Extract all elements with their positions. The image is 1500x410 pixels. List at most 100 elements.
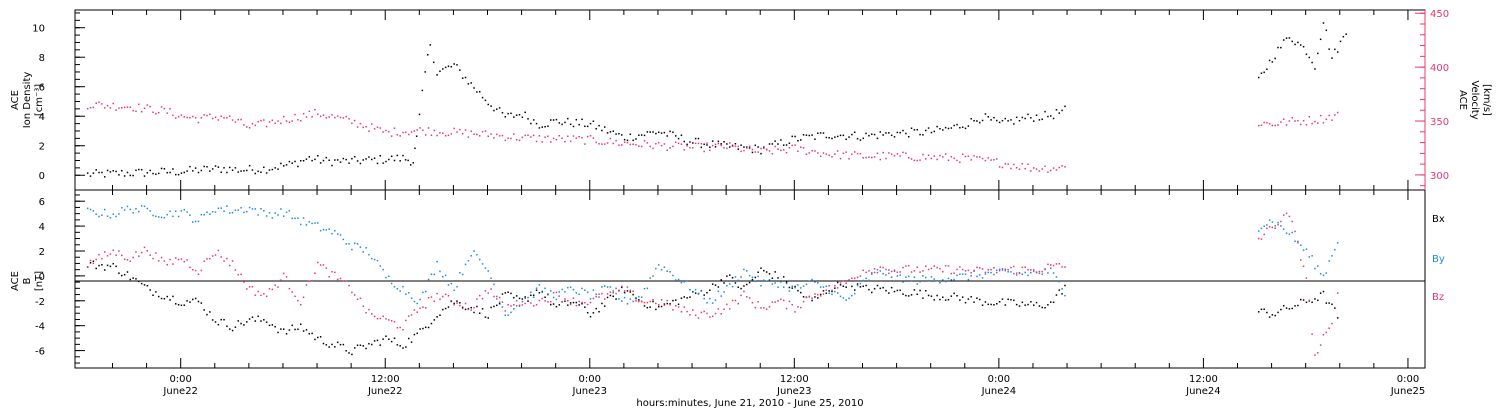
bx-point [882, 286, 884, 289]
density-point [1024, 117, 1026, 120]
by-point [331, 232, 333, 235]
density-point [572, 125, 575, 128]
velocity-point [524, 134, 526, 137]
bx-point [868, 288, 870, 291]
density-point [376, 162, 379, 165]
bx-point [984, 301, 987, 303]
density-point [459, 69, 461, 71]
by-point [376, 259, 379, 262]
velocity-point [1018, 168, 1021, 170]
bz-point [973, 269, 975, 272]
by-point [300, 223, 302, 226]
bz-point [112, 249, 114, 252]
density-point [223, 167, 225, 169]
velocity-point [496, 133, 498, 136]
bx-point [873, 287, 876, 290]
by-point [578, 293, 580, 295]
by-point [618, 298, 620, 300]
bz-point [157, 260, 160, 262]
by-point [1334, 248, 1336, 251]
by-point [677, 278, 680, 281]
bx-point [189, 301, 191, 303]
bz-point [1297, 242, 1299, 244]
density-point [538, 127, 541, 129]
velocity-ylabel-line3: [km/s] [1481, 84, 1492, 116]
bx-point [967, 298, 970, 300]
density-point [1300, 44, 1302, 46]
bx-point [402, 347, 404, 349]
bz-point [504, 310, 507, 312]
bz-point [246, 288, 248, 290]
bz-point [603, 298, 606, 300]
by-point [322, 228, 325, 231]
bz-point [589, 301, 592, 304]
bx-point [930, 295, 933, 297]
by-point [558, 291, 561, 293]
density-point [888, 132, 890, 134]
density-point [234, 167, 237, 169]
density-point [521, 116, 524, 119]
by-point [569, 286, 572, 288]
bx-point [342, 343, 345, 346]
density-tick-label: 4 [39, 112, 45, 123]
density-point [228, 166, 231, 169]
velocity-point [899, 155, 901, 157]
bx-point [856, 283, 859, 285]
velocity-point [856, 152, 859, 155]
density-point [432, 61, 435, 64]
bx-point [172, 295, 174, 298]
velocity-point [609, 137, 612, 140]
by-point [828, 292, 830, 295]
bx-point [748, 281, 751, 284]
bz-point [291, 291, 293, 293]
velocity-point [86, 107, 89, 110]
density-point [771, 143, 774, 145]
density-point [371, 158, 373, 161]
velocity-point [118, 107, 120, 109]
by-point [1282, 228, 1285, 230]
bx-point [308, 332, 311, 335]
by-point [1027, 274, 1029, 277]
by-point [493, 283, 495, 286]
bx-point [1061, 293, 1063, 295]
bx-point [237, 320, 239, 322]
bx-point [922, 297, 924, 299]
bz-point [1004, 268, 1007, 271]
velocity-tick-label: 300 [1430, 171, 1449, 182]
bx-point [132, 277, 134, 279]
density-point [680, 134, 683, 136]
velocity-point [800, 146, 802, 148]
by-point [461, 273, 464, 276]
velocity-point [817, 152, 819, 154]
by-point [1052, 272, 1055, 274]
density-point [277, 168, 279, 170]
bz-point [714, 312, 717, 315]
bx-point [214, 321, 217, 323]
by-point [527, 299, 529, 302]
velocity-point [399, 135, 401, 137]
bx-point [288, 329, 291, 331]
density-point [834, 136, 836, 138]
bx-point [379, 344, 382, 346]
velocity-point [433, 129, 436, 132]
by-point [260, 207, 262, 210]
by-point [143, 205, 146, 208]
velocity-point [356, 126, 359, 128]
density-ylabel-line2: Ion Density [22, 72, 33, 129]
velocity-point [234, 121, 237, 123]
by-point [214, 211, 217, 213]
by-point [1001, 268, 1004, 270]
velocity-point [547, 135, 549, 137]
velocity-point [964, 155, 967, 158]
density-point [322, 159, 325, 162]
by-point [933, 278, 936, 280]
density-point [873, 133, 876, 136]
bx-point [226, 325, 228, 328]
density-point [1032, 120, 1035, 122]
velocity-point [555, 138, 558, 141]
bz-point [1021, 266, 1024, 269]
bz-point [379, 317, 382, 320]
bx-point [444, 307, 447, 310]
bz-point [319, 264, 322, 266]
bx-point [365, 347, 367, 350]
